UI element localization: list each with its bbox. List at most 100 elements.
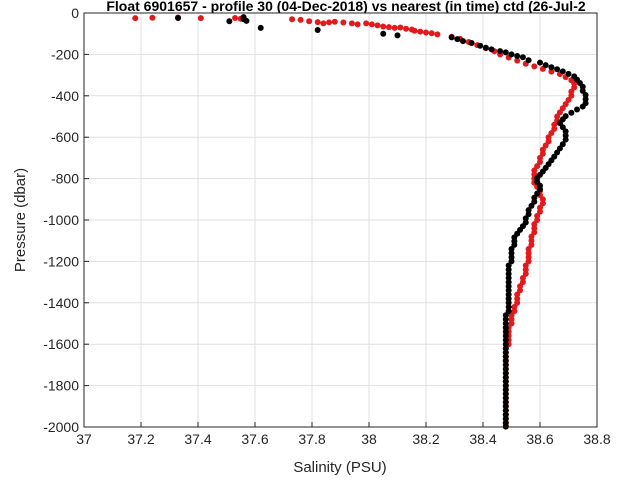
y-tick-label: -400 xyxy=(51,88,79,104)
x-tick-label: 38 xyxy=(361,431,377,447)
black-data-point xyxy=(448,34,455,41)
black-data-point xyxy=(505,283,512,290)
black-data-point xyxy=(502,399,509,406)
black-data-point xyxy=(243,17,250,24)
red-data-point xyxy=(340,19,347,26)
red-data-point xyxy=(514,57,521,64)
black-data-point xyxy=(505,266,512,273)
black-data-point xyxy=(522,215,529,222)
black-data-point xyxy=(582,91,589,98)
y-tick-label: -1400 xyxy=(43,295,79,311)
black-data-point xyxy=(508,51,515,58)
red-data-point xyxy=(522,266,529,273)
red-data-point xyxy=(534,212,541,219)
red-data-point xyxy=(197,15,204,22)
black-data-point xyxy=(502,366,509,373)
red-data-point xyxy=(331,18,338,25)
red-data-point xyxy=(528,233,535,240)
y-tick-label: -2000 xyxy=(43,419,79,435)
black-data-point xyxy=(502,324,509,331)
black-data-point xyxy=(502,415,509,422)
black-data-point xyxy=(502,341,509,348)
black-data-point xyxy=(508,245,515,252)
black-data-point xyxy=(508,250,515,257)
red-data-point xyxy=(551,121,558,128)
black-data-point xyxy=(505,303,512,310)
black-data-point xyxy=(502,378,509,385)
black-data-point xyxy=(502,411,509,418)
x-tick-label: 38.6 xyxy=(526,431,553,447)
black-data-point xyxy=(505,270,512,277)
black-data-point xyxy=(542,62,549,69)
red-data-point xyxy=(508,316,515,323)
y-tick-label: -1800 xyxy=(43,378,79,394)
black-data-point xyxy=(502,320,509,327)
black-data-point xyxy=(502,312,509,319)
red-data-point xyxy=(423,29,429,36)
red-data-point xyxy=(517,283,524,290)
black-data-point xyxy=(531,194,538,201)
y-axis: 0 -200 -400 -600 -800 -1000 -1200 -1400 -1600 -18… xyxy=(43,5,89,435)
red-data-point xyxy=(306,18,313,25)
black-data-point xyxy=(579,83,586,90)
black-data-point xyxy=(505,299,512,306)
red-data-point xyxy=(531,167,538,174)
black-data-point xyxy=(468,40,475,47)
x-tick-label: 38.4 xyxy=(469,431,496,447)
black-data-point xyxy=(519,54,526,61)
red-data-point xyxy=(531,63,538,70)
x-tick-label: 38.2 xyxy=(412,431,439,447)
black-data-point xyxy=(582,96,589,103)
black-data-point xyxy=(502,345,509,352)
black-data-point xyxy=(502,361,509,368)
black-data-point xyxy=(502,316,509,323)
y-tick-label: -600 xyxy=(51,129,79,145)
red-data-point xyxy=(368,21,375,28)
black-data-point xyxy=(502,337,509,344)
black-data-point xyxy=(488,46,495,53)
red-data-point xyxy=(326,19,333,26)
black-data-point xyxy=(482,44,489,51)
red-data-point xyxy=(548,68,555,75)
red-data-point xyxy=(519,274,526,281)
black-data-point xyxy=(562,136,569,143)
red-data-point xyxy=(428,30,435,37)
x-axis: 37 37.2 37.4 37.6 37.8 38 38.2 38.4 38.6 38.8 xyxy=(76,422,611,447)
red-data-point xyxy=(539,196,546,203)
y-tick-label: -800 xyxy=(51,171,79,187)
black-data-point xyxy=(502,370,509,377)
chart-title: Float 6901657 - profile 30 (04-Dec-2018)… xyxy=(106,0,586,14)
black-data-point xyxy=(502,395,509,402)
y-tick-label: 0 xyxy=(71,5,79,21)
black-data-point xyxy=(525,207,532,214)
y-tick-label: -1000 xyxy=(43,212,79,228)
red-data-point xyxy=(528,237,535,244)
red-data-point xyxy=(525,245,532,252)
black-data-point xyxy=(226,18,233,25)
red-data-point xyxy=(434,31,441,38)
black-data-point xyxy=(502,349,509,356)
black-data-point xyxy=(502,403,509,410)
black-data-point xyxy=(502,407,509,414)
black-data-point xyxy=(477,42,484,49)
black-data-point xyxy=(257,24,264,31)
y-axis-label: Pressure (dbar) xyxy=(12,168,29,272)
red-data-point xyxy=(297,16,304,23)
data-series xyxy=(132,14,589,430)
x-axis-label: Salinity (PSU) xyxy=(293,459,386,476)
red-data-point xyxy=(385,24,392,31)
red-data-point xyxy=(531,221,538,228)
red-data-point xyxy=(354,21,361,28)
red-data-point xyxy=(568,88,575,95)
black-data-point xyxy=(559,68,566,75)
black-data-point xyxy=(525,57,532,64)
black-data-point xyxy=(502,332,509,339)
y-tick-label: -200 xyxy=(51,46,79,62)
black-data-point xyxy=(505,262,512,269)
red-data-point xyxy=(531,225,538,232)
y-tick-label: -1600 xyxy=(43,336,79,352)
x-tick-label: 37.6 xyxy=(241,431,268,447)
black-data-point xyxy=(394,32,401,39)
red-data-point xyxy=(132,15,139,22)
black-data-point xyxy=(502,374,509,381)
